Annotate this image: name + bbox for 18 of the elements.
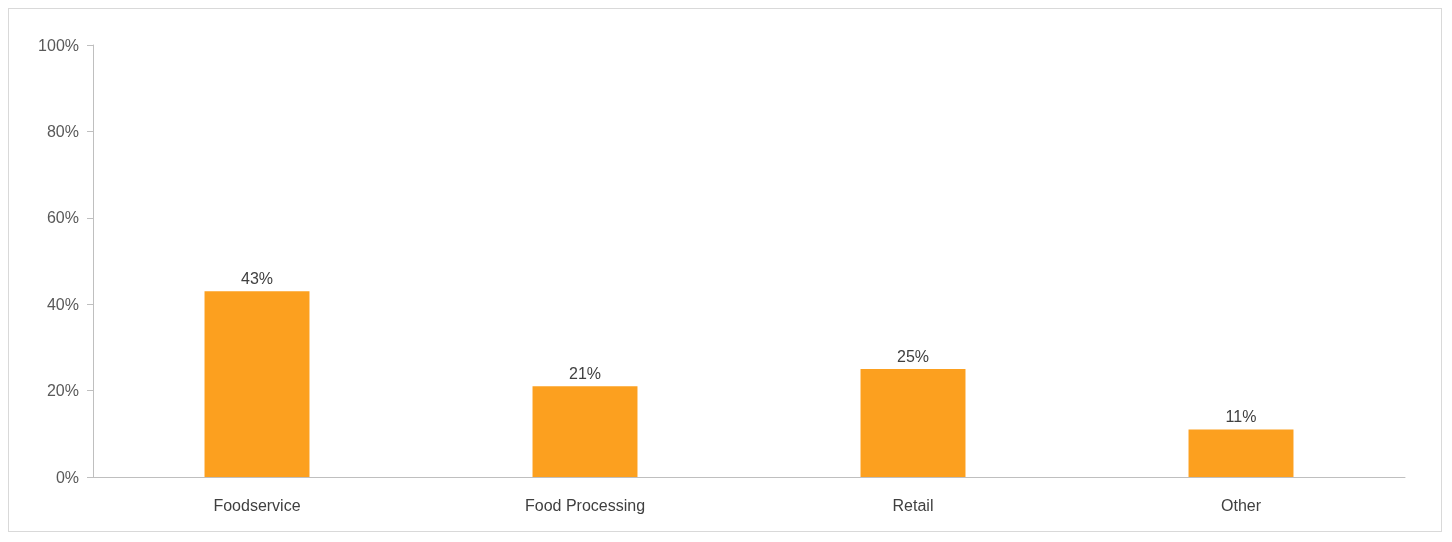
bar <box>860 369 966 477</box>
x-tick-label: Foodservice <box>213 496 301 514</box>
x-tick-label: Retail <box>892 496 934 514</box>
y-tick-label: 80% <box>46 122 79 140</box>
y-tick-label: 40% <box>46 295 79 313</box>
bar <box>204 291 310 477</box>
data-label: 21% <box>568 364 602 382</box>
y-tick-label: 60% <box>46 209 79 227</box>
y-tick-label: 0% <box>55 468 79 486</box>
bar <box>532 386 638 477</box>
data-label: 11% <box>1225 407 1257 425</box>
data-label: 43% <box>240 269 274 287</box>
y-tick-label: 20% <box>46 382 79 400</box>
x-tick-label: Food Processing <box>524 496 646 514</box>
data-label: 25% <box>896 347 930 365</box>
bar <box>1188 429 1294 477</box>
y-tick-label: 100% <box>38 36 79 54</box>
x-tick-label: Other <box>1220 496 1262 514</box>
